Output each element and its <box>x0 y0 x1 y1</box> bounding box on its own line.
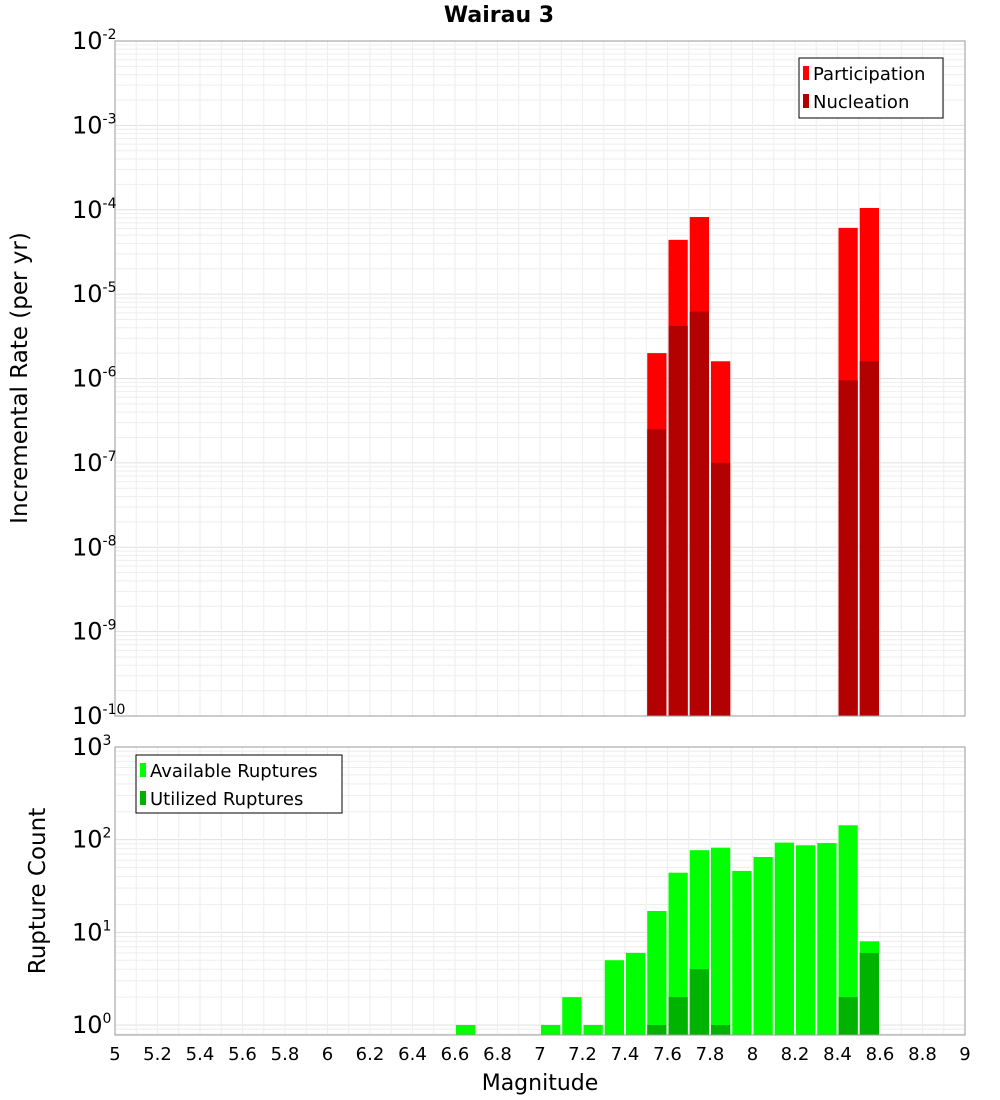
available-bar-11 <box>753 857 773 1035</box>
magnitude-tick-16: 8.2 <box>781 1044 810 1065</box>
nucleation-bar-4 <box>838 380 858 716</box>
legend-label-participation: Participation <box>813 64 925 85</box>
count-y-tick-1: 101 <box>72 918 111 946</box>
utilized-bar-7 <box>668 997 688 1035</box>
legend-label-nucleation: Nucleation <box>813 92 909 113</box>
nucleation-bar-5 <box>859 361 879 716</box>
legend-label-utilized: Utilized Ruptures <box>150 789 303 810</box>
utilized-bar-16 <box>859 952 879 1035</box>
count-y-tick-2: 102 <box>72 826 111 854</box>
available-bar-3 <box>583 1025 603 1035</box>
chart-title: Wairau 3 <box>444 3 554 28</box>
available-bar-15 <box>838 825 858 1035</box>
rate-y-tick-3: 10-7 <box>72 449 117 477</box>
rate-y-tick-7: 10-3 <box>72 111 117 139</box>
magnitude-tick-11: 7.2 <box>568 1044 597 1065</box>
magnitude-tick-14: 7.8 <box>696 1044 725 1065</box>
available-bar-14 <box>817 843 837 1035</box>
rate-y-tick-0: 10-10 <box>72 702 125 730</box>
legend-label-available: Available Ruptures <box>150 761 318 782</box>
rate-gridlines <box>114 41 966 717</box>
magnitude-tick-20: 9 <box>959 1044 970 1065</box>
nucleation-bar-0 <box>647 429 667 716</box>
magnitude-tick-0: 5 <box>109 1044 120 1065</box>
count-y-axis-label: Rupture Count <box>25 808 51 974</box>
utilized-bar-6 <box>647 1025 667 1035</box>
count-y-tick-3: 103 <box>72 733 111 761</box>
available-bar-9 <box>711 847 731 1035</box>
utilized-bar-15 <box>838 997 858 1035</box>
magnitude-tick-7: 6.4 <box>398 1044 427 1065</box>
rate-panel: 10-10 10-9 10-8 10-7 10-6 10-5 10-4 10-3 10-2 In… <box>7 27 966 730</box>
magnitude-tick-8: 6.6 <box>441 1044 470 1065</box>
magnitude-tick-4: 5.8 <box>271 1044 300 1065</box>
magnitude-tick-5: 6 <box>322 1044 333 1065</box>
rate-legend-box <box>798 57 944 119</box>
count-plot-frame <box>114 746 966 1036</box>
magnitude-tick-15: 8 <box>747 1044 758 1065</box>
available-bar-7 <box>668 872 688 1035</box>
rate-y-tick-labels: 10-10 10-9 10-8 10-7 10-6 10-5 10-4 10-3 10-2 <box>72 27 125 730</box>
magnitude-tick-19: 8.8 <box>908 1044 937 1065</box>
legend-swatch-nucleation <box>803 94 809 108</box>
available-bar-1 <box>541 1025 561 1035</box>
count-bars <box>456 825 879 1035</box>
legend-swatch-participation <box>803 66 809 80</box>
available-bar-6 <box>647 910 667 1035</box>
magnitude-tick-17: 8.4 <box>823 1044 852 1065</box>
rate-legend: Participation Nucleation <box>798 57 944 119</box>
nucleation-bar-1 <box>668 325 688 716</box>
count-legend: Available Ruptures Utilized Ruptures <box>135 754 343 814</box>
available-bar-12 <box>774 842 794 1035</box>
nucleation-bar-2 <box>689 311 709 716</box>
rate-y-axis-label: Incremental Rate (per yr) <box>7 232 33 524</box>
available-bar-2 <box>562 997 582 1035</box>
rate-y-tick-1: 10-9 <box>72 618 117 646</box>
magnitude-tick-labels: 5 5.2 5.4 5.6 5.8 6 6.2 6.4 6.6 6.8 7 7.2 7.4 7.6 7.8 8… <box>109 1044 970 1065</box>
magnitude-tick-1: 5.2 <box>143 1044 172 1065</box>
magnitude-tick-13: 7.6 <box>653 1044 682 1065</box>
magnitude-tick-3: 5.6 <box>228 1044 257 1065</box>
magnitude-tick-2: 5.4 <box>186 1044 215 1065</box>
available-bar-0 <box>456 1025 476 1035</box>
utilized-bar-9 <box>711 1025 731 1035</box>
magnitude-tick-12: 7.4 <box>611 1044 640 1065</box>
rate-y-tick-5: 10-5 <box>72 280 117 308</box>
magnitude-axis-label: Magnitude <box>482 1071 599 1096</box>
count-y-tick-labels: 100 101 102 103 <box>72 733 111 1039</box>
magnitude-tick-6: 6.2 <box>356 1044 385 1065</box>
utilized-bar-8 <box>689 969 709 1035</box>
rate-bars <box>647 207 879 716</box>
count-y-tick-0: 100 <box>72 1011 111 1039</box>
rate-y-tick-4: 10-6 <box>72 365 117 393</box>
available-bar-4 <box>604 960 624 1035</box>
nucleation-bar-3 <box>711 462 731 716</box>
available-bar-10 <box>732 870 752 1035</box>
count-panel: 100 101 102 103 5 5.2 5.4 5.6 5.8 6 6.2 6.4 6.6 6.8 7… <box>25 733 971 1096</box>
rate-plot-frame <box>114 40 966 717</box>
rate-y-tick-8: 10-2 <box>72 27 117 55</box>
rate-y-tick-2: 10-8 <box>72 533 117 561</box>
magnitude-tick-10: 7 <box>534 1044 545 1065</box>
count-legend-box <box>135 754 343 814</box>
available-bar-5 <box>626 952 646 1035</box>
magnitude-tick-18: 8.6 <box>866 1044 895 1065</box>
legend-swatch-utilized <box>140 791 146 805</box>
available-bar-13 <box>796 845 816 1035</box>
rate-y-tick-6: 10-4 <box>72 196 117 224</box>
magnitude-tick-9: 6.8 <box>483 1044 512 1065</box>
legend-swatch-available <box>140 763 146 777</box>
